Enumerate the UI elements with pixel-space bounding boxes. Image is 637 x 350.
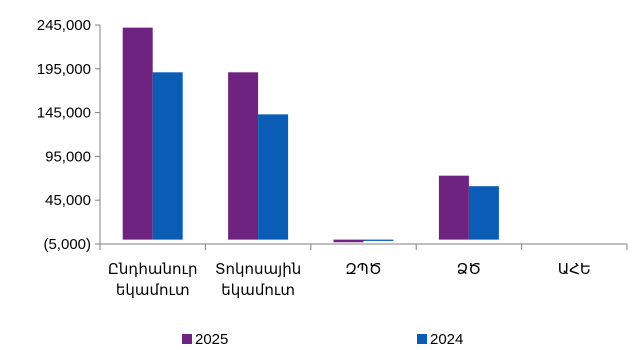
x-category-line: եկամուտ xyxy=(221,282,295,299)
x-category-line: ՁԾ xyxy=(457,261,481,278)
y-tick-label: 195,000 xyxy=(37,61,91,78)
y-axis-ticks: 245,000 195,000 145,000 95,000 45,000 (5,000) xyxy=(37,17,100,253)
y-tick-label: 45,000 xyxy=(45,192,91,209)
bar-2025-2 xyxy=(333,239,364,243)
legend: 2025 2024 xyxy=(182,331,463,348)
x-category-line: Տոկոսային xyxy=(215,261,301,278)
y-tick-label: (5,000) xyxy=(43,236,91,253)
y-tick-label: 145,000 xyxy=(37,105,91,122)
x-category-line: ԶՊԾ xyxy=(345,261,382,278)
y-tick-label: 245,000 xyxy=(37,17,91,34)
legend-label: 2025 xyxy=(195,331,228,348)
x-category-line: Ընդհանուր xyxy=(108,261,198,278)
bars xyxy=(122,27,499,243)
x-category-line: ԱՀԵ xyxy=(558,261,591,278)
legend-swatch-2025 xyxy=(182,334,192,344)
bar-2025-1 xyxy=(228,72,259,240)
x-category-label: ՁԾ xyxy=(457,261,481,278)
bar-2024-2 xyxy=(363,239,394,241)
x-category-label: Տոկոսային եկամուտ xyxy=(215,261,301,299)
bar-2024-0 xyxy=(152,72,183,240)
bar-2024-3 xyxy=(468,186,499,240)
bar-2024-1 xyxy=(258,114,289,240)
bar-2025-3 xyxy=(438,175,469,240)
x-category-label: Ընդհանուր եկամուտ xyxy=(108,261,198,299)
x-category-label: ԶՊԾ xyxy=(345,261,382,278)
y-tick-label: 95,000 xyxy=(45,148,91,165)
bar-2025-0 xyxy=(122,27,153,240)
x-category-line: եկամուտ xyxy=(116,282,190,299)
axes xyxy=(99,25,628,250)
legend-swatch-2024 xyxy=(417,334,427,344)
x-axis-labels: Ընդհանուր եկամուտ Տոկոսային եկամուտ ԶՊԾ ՁԾ ԱՀԵ xyxy=(108,261,591,299)
legend-label: 2024 xyxy=(430,331,463,348)
x-category-label: ԱՀԵ xyxy=(558,261,591,278)
